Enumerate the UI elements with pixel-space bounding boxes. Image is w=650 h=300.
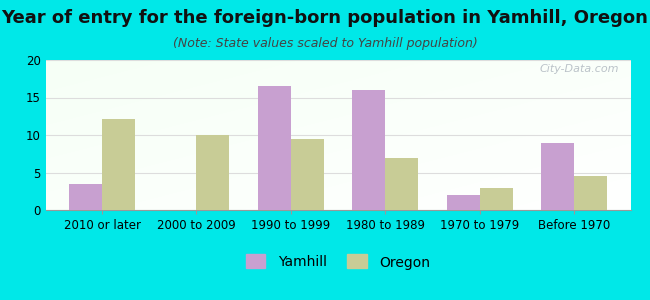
Bar <box>102 118 135 210</box>
Text: (Note: State values scaled to Yamhill population): (Note: State values scaled to Yamhill po… <box>173 38 477 50</box>
Text: City-Data.com: City-Data.com <box>540 64 619 74</box>
Bar <box>69 184 102 210</box>
Bar <box>196 135 229 210</box>
Bar <box>541 142 574 210</box>
Bar <box>385 158 418 210</box>
Bar <box>352 90 385 210</box>
Bar <box>480 188 513 210</box>
Bar <box>447 195 480 210</box>
Bar <box>291 139 324 210</box>
Text: Year of entry for the foreign-born population in Yamhill, Oregon: Year of entry for the foreign-born popul… <box>1 9 649 27</box>
Bar <box>258 86 291 210</box>
Bar <box>574 176 607 210</box>
Legend: Yamhill, Oregon: Yamhill, Oregon <box>240 250 436 275</box>
